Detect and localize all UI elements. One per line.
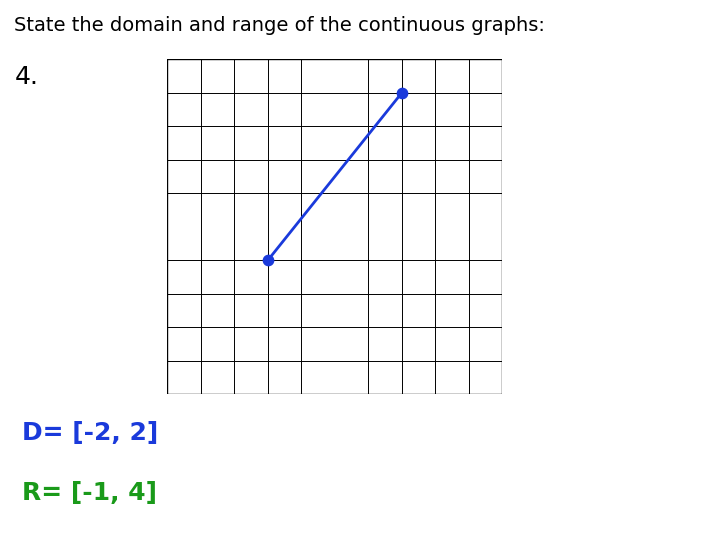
Text: State the domain and range of the continuous graphs:: State the domain and range of the contin… bbox=[14, 16, 545, 35]
Text: R= [-1, 4]: R= [-1, 4] bbox=[22, 481, 157, 504]
Point bbox=[262, 256, 274, 265]
Point bbox=[396, 89, 408, 97]
Text: 4.: 4. bbox=[14, 65, 38, 89]
Text: D= [-2, 2]: D= [-2, 2] bbox=[22, 421, 158, 445]
